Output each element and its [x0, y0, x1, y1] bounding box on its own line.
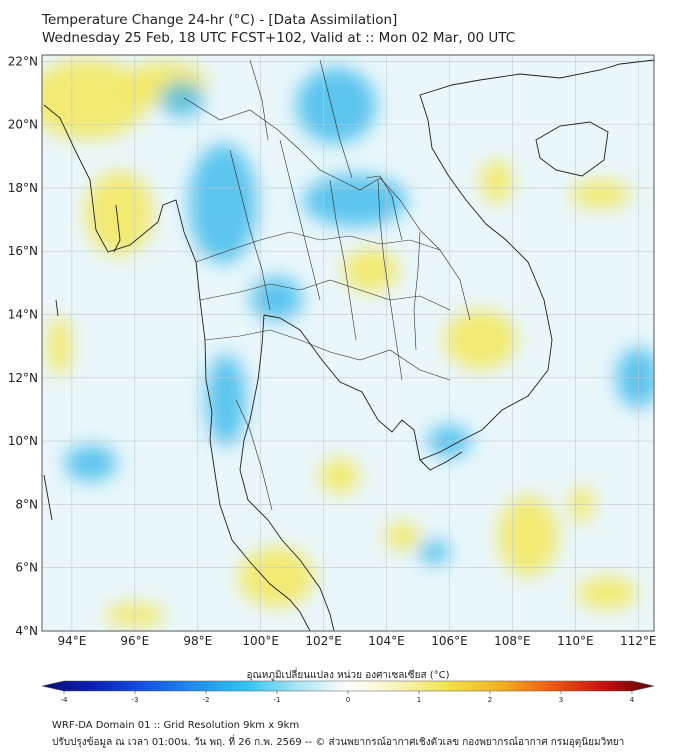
lon-label: 104°E — [368, 634, 405, 648]
lat-label: 6°N — [15, 561, 38, 575]
lat-label: 20°N — [8, 118, 38, 132]
temperature-change-map: 22°N 20°N 18°N 16°N 14°N 12°N 10°N 8°N 6°N 4°N 94… — [8, 54, 657, 648]
lat-label: 18°N — [8, 181, 38, 195]
lon-label: 94°E — [57, 634, 86, 648]
map-title: Temperature Change 24-hr (°C) - [Data As… — [42, 12, 398, 28]
longitude-labels: 94°E 96°E 98°E 100°E 102°E 104°E 106°E 108°E 110… — [57, 634, 656, 648]
lat-lon-grid — [42, 55, 654, 631]
province-borders — [183, 59, 471, 511]
lon-label: 102°E — [305, 634, 342, 648]
lat-label: 4°N — [15, 624, 38, 638]
lat-label: 16°N — [8, 244, 38, 258]
map-subtitle: Wednesday 25 Feb, 18 UTC FCST+102, Valid… — [42, 30, 516, 46]
lat-label: 22°N — [8, 54, 38, 68]
footer-update-credit: ปรับปรุงข้อมูล ณ เวลา 01:00น. วัน พฤ. ที… — [52, 737, 625, 748]
map-frame — [41, 54, 655, 632]
lat-label: 14°N — [8, 308, 38, 322]
latitude-labels: 22°N 20°N 18°N 16°N 14°N 12°N 10°N 8°N 6°N 4°N — [8, 54, 38, 638]
lat-label: 10°N — [8, 434, 38, 448]
lon-label: 110°E — [557, 634, 594, 648]
lon-label: 98°E — [183, 634, 212, 648]
footer-model-info: WRF-DA Domain 01 :: Grid Resolution 9km … — [52, 720, 300, 731]
lon-label: 100°E — [242, 634, 279, 648]
lon-label: 106°E — [431, 634, 468, 648]
lon-label: 96°E — [120, 634, 149, 648]
temperature-field — [42, 55, 654, 631]
coastlines — [43, 59, 654, 631]
lat-label: 12°N — [8, 371, 38, 385]
lon-label: 112°E — [620, 634, 657, 648]
lon-label: 108°E — [494, 634, 531, 648]
lat-label: 8°N — [15, 497, 38, 511]
